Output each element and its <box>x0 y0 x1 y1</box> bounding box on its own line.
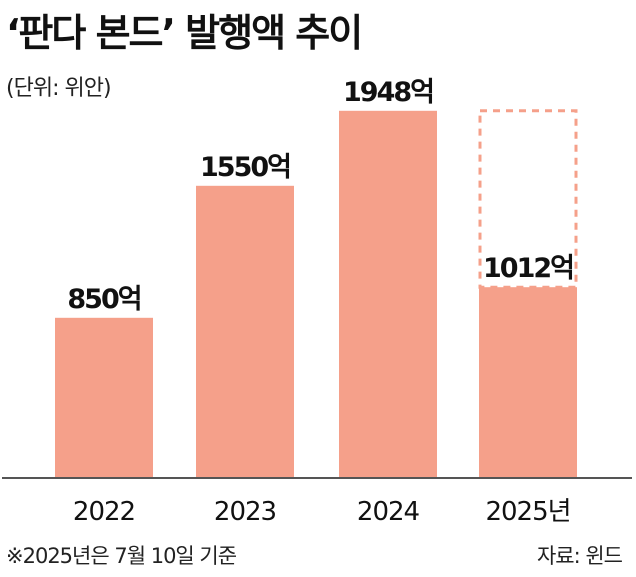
value-label-2023: 1550억 <box>200 152 290 183</box>
x-tick-label-2022: 2022 <box>73 497 135 527</box>
source-label: 자료: 윈드 <box>536 544 623 568</box>
x-tick-label-2025년: 2025년 <box>485 497 570 527</box>
bar-2022 <box>55 317 153 478</box>
dashed-reference-outline <box>478 109 578 289</box>
bar-2024 <box>339 110 437 479</box>
x-tick-label-2024: 2024 <box>357 497 420 527</box>
bar-2025년 <box>479 287 577 478</box>
value-label-2025년: 1012억 <box>483 253 573 284</box>
footnote: ※2025년은 7월 10일 기준 <box>6 544 237 568</box>
chart-title: ‘판다 본드’ 발행액 추이 <box>6 11 363 55</box>
value-label-2024: 1948억 <box>343 77 433 108</box>
x-tick-label-2023: 2023 <box>214 497 276 527</box>
unit-label: (단위: 위안) <box>6 76 112 101</box>
bar-2023 <box>196 185 294 479</box>
value-label-2022: 850억 <box>67 284 140 315</box>
